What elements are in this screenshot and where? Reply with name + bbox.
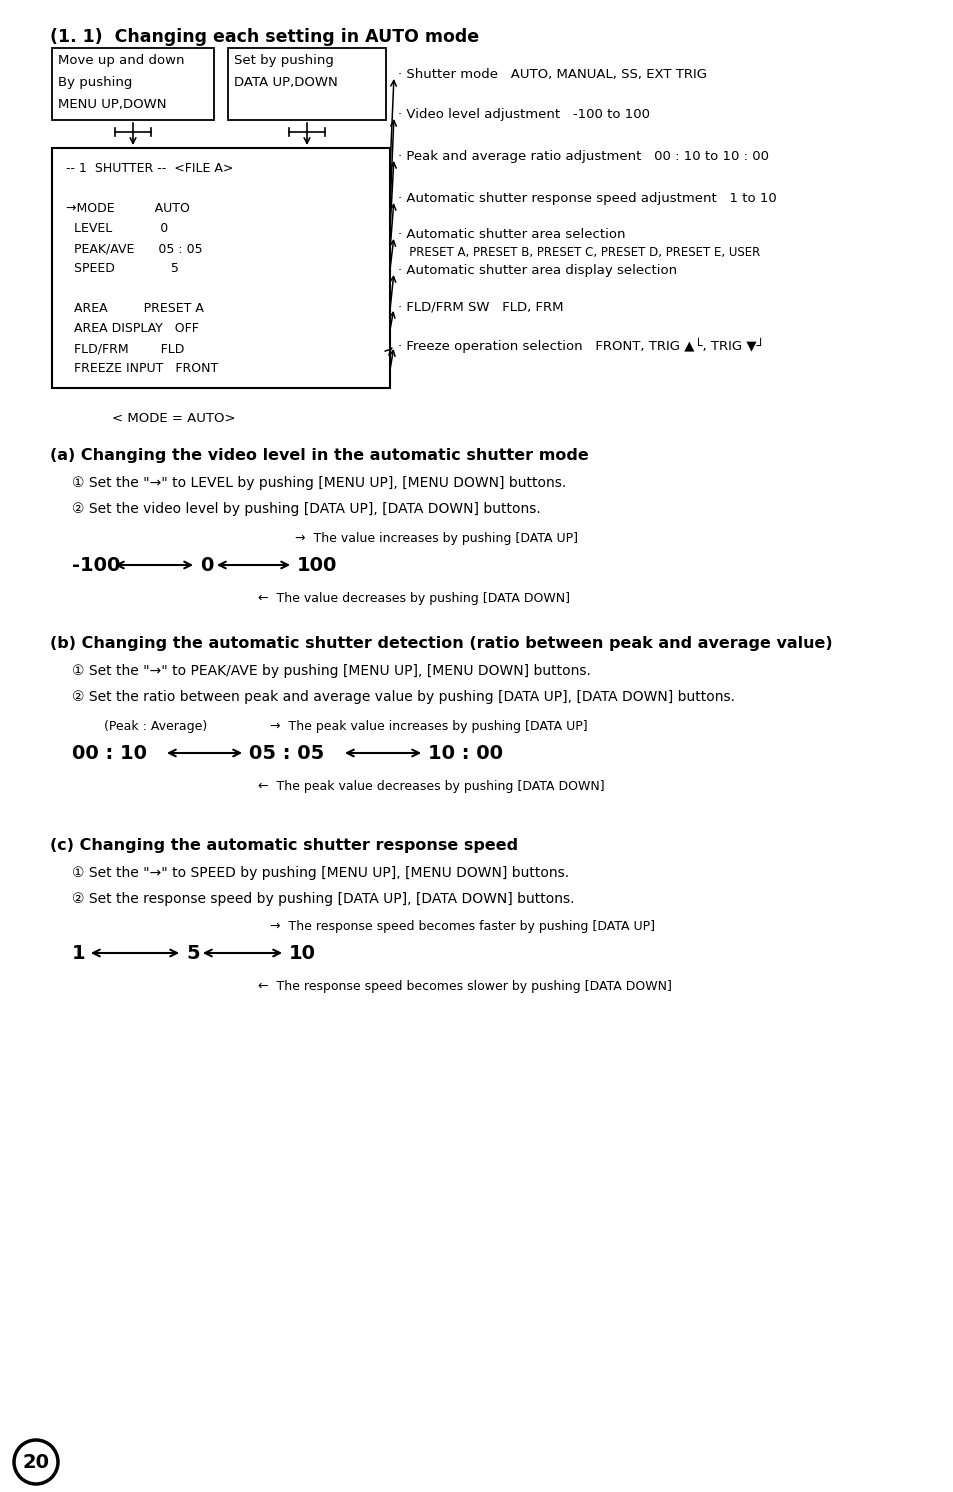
Text: 1: 1	[71, 944, 86, 962]
Text: Set by pushing: Set by pushing	[233, 54, 334, 67]
Text: (a) Changing the video level in the automatic shutter mode: (a) Changing the video level in the auto…	[50, 448, 588, 463]
Text: LEVEL            0: LEVEL 0	[66, 222, 168, 236]
Text: 0: 0	[200, 557, 213, 574]
Text: Move up and down: Move up and down	[58, 54, 184, 67]
Text: 100: 100	[296, 557, 337, 574]
Text: (c) Changing the automatic shutter response speed: (c) Changing the automatic shutter respo…	[50, 839, 517, 853]
Text: MENU UP,DOWN: MENU UP,DOWN	[58, 98, 167, 110]
Text: 10 : 00: 10 : 00	[428, 745, 502, 762]
Text: ←  The peak value decreases by pushing [DATA DOWN]: ← The peak value decreases by pushing [D…	[257, 780, 604, 794]
Text: · Video level adjustment   -100 to 100: · Video level adjustment -100 to 100	[397, 107, 649, 121]
Text: 05 : 05: 05 : 05	[249, 745, 324, 762]
Text: · Automatic shutter area display selection: · Automatic shutter area display selecti…	[397, 264, 677, 278]
Text: 00 : 10: 00 : 10	[71, 745, 147, 762]
Text: FLD/FRM        FLD: FLD/FRM FLD	[66, 342, 184, 355]
Text: 5: 5	[186, 944, 199, 962]
Text: · FLD/FRM SW   FLD, FRM: · FLD/FRM SW FLD, FRM	[397, 300, 563, 313]
Text: PEAK/AVE      05 : 05: PEAK/AVE 05 : 05	[66, 242, 202, 255]
Text: ② Set the video level by pushing [DATA UP], [DATA DOWN] buttons.: ② Set the video level by pushing [DATA U…	[71, 501, 540, 516]
Text: By pushing: By pushing	[58, 76, 132, 90]
Text: →  The response speed becomes faster by pushing [DATA UP]: → The response speed becomes faster by p…	[270, 921, 655, 932]
Text: →  The value increases by pushing [DATA UP]: → The value increases by pushing [DATA U…	[294, 533, 578, 545]
Text: · Freeze operation selection   FRONT, TRIG ▲└, TRIG ▼┘: · Freeze operation selection FRONT, TRIG…	[397, 339, 763, 354]
Bar	[52, 148, 390, 388]
Text: ① Set the "→" to PEAK/AVE by pushing [MENU UP], [MENU DOWN] buttons.: ① Set the "→" to PEAK/AVE by pushing [ME…	[71, 664, 590, 677]
Text: ② Set the response speed by pushing [DATA UP], [DATA DOWN] buttons.: ② Set the response speed by pushing [DAT…	[71, 892, 574, 906]
Text: ←  The response speed becomes slower by pushing [DATA DOWN]: ← The response speed becomes slower by p…	[257, 980, 671, 994]
Text: 20: 20	[23, 1453, 50, 1471]
Text: FREEZE INPUT   FRONT: FREEZE INPUT FRONT	[66, 363, 218, 374]
Text: · Automatic shutter response speed adjustment   1 to 10: · Automatic shutter response speed adjus…	[397, 192, 776, 204]
Bar	[52, 48, 213, 119]
Text: -100: -100	[71, 557, 120, 574]
Text: DATA UP,DOWN: DATA UP,DOWN	[233, 76, 337, 90]
Text: ① Set the "→" to LEVEL by pushing [MENU UP], [MENU DOWN] buttons.: ① Set the "→" to LEVEL by pushing [MENU …	[71, 476, 566, 489]
Text: -- 1  SHUTTER --  <FILE A>: -- 1 SHUTTER -- <FILE A>	[66, 163, 233, 175]
Text: (Peak : Average): (Peak : Average)	[104, 721, 207, 733]
Text: · Peak and average ratio adjustment   00 : 10 to 10 : 00: · Peak and average ratio adjustment 00 :…	[397, 151, 768, 163]
Text: SPEED              5: SPEED 5	[66, 263, 179, 275]
Text: →MODE          AUTO: →MODE AUTO	[66, 201, 190, 215]
Text: · Automatic shutter area selection: · Automatic shutter area selection	[397, 228, 625, 242]
Text: AREA         PRESET A: AREA PRESET A	[66, 301, 204, 315]
Bar	[228, 48, 386, 119]
Text: ① Set the "→" to SPEED by pushing [MENU UP], [MENU DOWN] buttons.: ① Set the "→" to SPEED by pushing [MENU …	[71, 865, 569, 880]
Text: (b) Changing the automatic shutter detection (ratio between peak and average val: (b) Changing the automatic shutter detec…	[50, 636, 832, 651]
Text: (1. 1)  Changing each setting in AUTO mode: (1. 1) Changing each setting in AUTO mod…	[50, 28, 478, 46]
Text: · Shutter mode   AUTO, MANUAL, SS, EXT TRIG: · Shutter mode AUTO, MANUAL, SS, EXT TRI…	[397, 69, 706, 81]
Text: ② Set the ratio between peak and average value by pushing [DATA UP], [DATA DOWN]: ② Set the ratio between peak and average…	[71, 689, 734, 704]
Text: 10: 10	[289, 944, 315, 962]
Text: < MODE = AUTO>: < MODE = AUTO>	[112, 412, 235, 425]
Text: ←  The value decreases by pushing [DATA DOWN]: ← The value decreases by pushing [DATA D…	[257, 592, 569, 604]
Text: AREA DISPLAY   OFF: AREA DISPLAY OFF	[66, 322, 198, 336]
Text: →  The peak value increases by pushing [DATA UP]: → The peak value increases by pushing [D…	[270, 721, 587, 733]
Text: PRESET A, PRESET B, PRESET C, PRESET D, PRESET E, USER: PRESET A, PRESET B, PRESET C, PRESET D, …	[397, 246, 760, 260]
